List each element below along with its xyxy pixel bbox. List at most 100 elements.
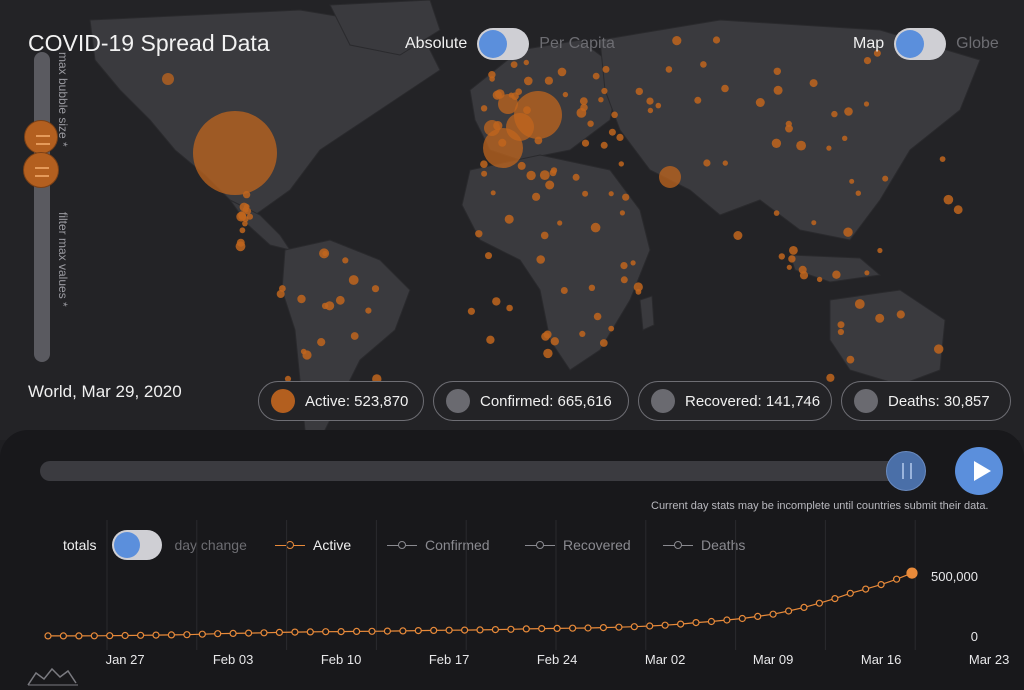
active-series-point[interactable] [877,580,885,589]
case-bubble[interactable] [532,192,541,201]
case-bubble[interactable] [590,222,601,233]
active-series-point[interactable] [152,631,160,639]
case-bubble[interactable] [635,288,642,295]
case-bubble[interactable] [608,191,614,197]
case-bubble[interactable] [863,101,870,107]
case-bubble[interactable] [235,241,246,252]
case-bubble[interactable] [854,299,865,309]
case-bubble[interactable] [620,276,628,284]
case-bubble[interactable] [785,124,793,133]
case-bubble[interactable] [855,190,861,196]
active-series-point[interactable] [738,614,746,623]
active-series-point[interactable] [214,630,222,638]
active-series-point[interactable] [906,567,918,579]
case-bubble[interactable] [601,87,608,95]
confirmed-stat-pill[interactable]: Confirmed: 665,616 [433,381,629,421]
case-bubble[interactable] [588,284,596,291]
case-bubble[interactable] [587,120,594,127]
absolute-label[interactable]: Absolute [405,35,468,52]
active-series-point[interactable] [183,631,191,639]
case-bubble[interactable] [816,276,823,283]
case-bubble[interactable] [809,79,818,88]
case-bubble[interactable] [882,175,889,182]
case-bubble[interactable] [489,76,495,82]
case-bubble[interactable] [778,253,785,260]
active-series-point[interactable] [676,620,685,628]
bubble-size-slider-track[interactable] [34,52,50,362]
map-globe-toggle[interactable]: Map Globe [853,28,999,60]
case-bubble[interactable] [544,76,554,85]
active-series-point[interactable] [723,616,731,624]
active-series-point[interactable] [399,627,407,635]
absolute-per-capita-toggle[interactable]: Absolute Per Capita [405,28,615,60]
active-series-point[interactable] [568,624,577,632]
active-series-point[interactable] [445,626,453,634]
case-bubble[interactable] [832,270,841,279]
map-canvas[interactable] [0,0,1024,440]
case-bubble[interactable] [665,66,673,73]
case-bubble[interactable] [616,133,624,141]
case-bubble[interactable] [276,290,285,298]
case-bubble[interactable] [506,304,513,312]
case-bubble[interactable] [773,210,780,216]
active-series-point[interactable] [291,628,299,636]
legend-active[interactable]: Active [275,537,351,553]
case-bubble[interactable] [302,350,312,360]
case-bubble[interactable] [549,169,557,177]
case-bubble[interactable] [582,190,589,197]
active-series-point[interactable] [800,603,808,612]
case-bubble[interactable] [543,348,553,359]
active-series-point[interactable] [831,594,839,603]
active-series-point[interactable] [260,629,268,637]
case-bubble[interactable] [342,257,349,264]
day-change-label[interactable]: day change [174,537,247,553]
case-bubble[interactable] [844,107,853,116]
case-bubble[interactable] [721,84,729,93]
active-series-point[interactable] [553,624,561,633]
case-bubble[interactable] [557,67,567,77]
active-series-point[interactable] [615,623,623,631]
case-bubble[interactable] [592,72,600,80]
active-series-point[interactable] [306,628,314,636]
case-bubble[interactable] [953,205,963,215]
max-bubble-size-handle[interactable] [24,120,58,154]
active-series-point[interactable] [368,627,376,635]
totals-day-change-toggle[interactable]: totals day change [63,530,247,560]
globe-label[interactable]: Globe [956,35,999,52]
active-series-point[interactable] [846,589,854,597]
case-bubble[interactable] [242,220,248,227]
case-bubble[interactable] [562,91,569,98]
active-series-point[interactable] [476,626,484,634]
timeline-handle[interactable] [886,451,926,491]
case-bubble[interactable] [773,67,781,76]
active-series-point[interactable] [815,599,824,607]
active-series-point[interactable] [630,623,638,631]
timeline-track[interactable] [40,461,924,481]
case-bubble[interactable] [321,302,329,310]
case-bubble[interactable] [348,275,359,285]
case-bubble[interactable] [510,61,518,68]
case-bubble[interactable] [495,89,505,99]
active-series-point[interactable] [229,629,237,638]
per-capita-label[interactable]: Per Capita [539,35,615,52]
case-bubble[interactable] [633,282,643,292]
case-bubble[interactable] [864,270,870,276]
case-bubble[interactable] [365,307,372,314]
active-series-point[interactable] [167,631,175,639]
case-bubble[interactable] [934,344,944,354]
case-bubble[interactable] [242,190,251,199]
case-bubble[interactable] [504,214,514,224]
case-bubble[interactable] [846,355,855,364]
active-series-point[interactable] [692,618,700,627]
case-bubble[interactable] [506,113,534,141]
view-switch-knob[interactable] [896,30,925,58]
active-series-point[interactable] [121,631,129,640]
case-bubble[interactable] [622,193,630,201]
case-bubble[interactable] [712,36,721,44]
play-button[interactable] [955,447,1003,495]
active-series-point[interactable] [198,630,206,638]
case-bubble[interactable] [492,297,501,306]
mode-switch[interactable] [477,28,530,60]
case-bubble[interactable] [498,138,507,147]
case-bubble[interactable] [488,71,496,79]
